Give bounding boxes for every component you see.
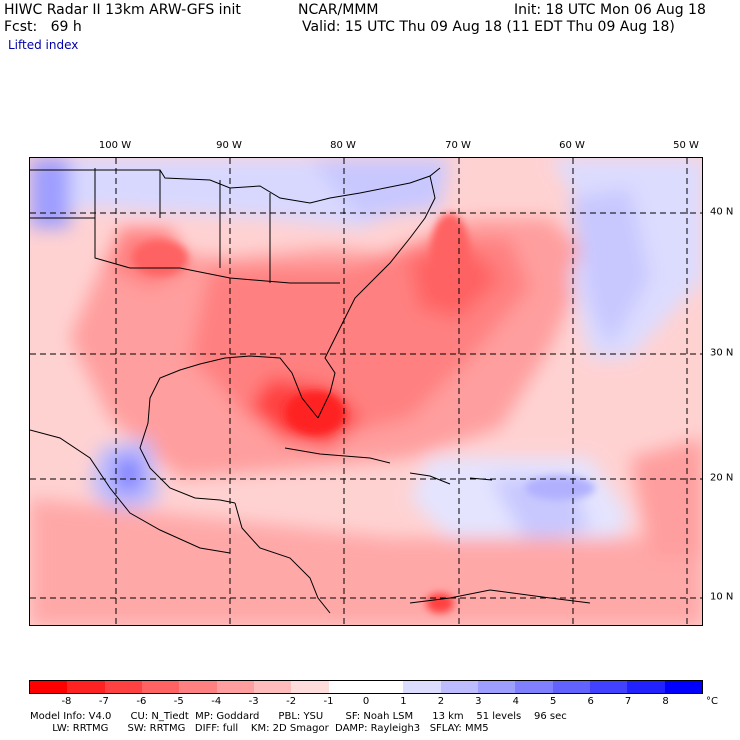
colorbar-tick-label: -6: [136, 696, 147, 707]
colorbar-tick-label: 4: [512, 696, 519, 707]
colorbar-tick-label: -3: [248, 696, 259, 707]
colorbar-segment: [328, 681, 366, 693]
colorbar-tick-label: 8: [662, 696, 669, 707]
field-detail: [132, 213, 595, 613]
lon-label-100w: 100 W: [98, 140, 132, 151]
lat-label-10n: 10 N: [710, 591, 734, 603]
lifted-index-map: [29, 157, 703, 626]
lat-label-30n: 30 N: [710, 347, 734, 359]
colorbar-tick-label: -8: [61, 696, 72, 707]
lat-label-40n: 40 N: [710, 206, 734, 218]
forecast-hour: Fcst: 69 h: [4, 19, 82, 35]
colorbar-tick-label: -4: [211, 696, 222, 707]
lon-label-70w: 70 W: [445, 140, 471, 151]
colorbar-tick-label: 1: [400, 696, 407, 707]
colorbar-tick-label: 7: [624, 696, 632, 707]
lat-lon-grid: [30, 158, 702, 625]
colorbar-segment: [552, 681, 590, 693]
colorbar-segment: [291, 681, 329, 693]
model-title: HIWC Radar II 13km ARW-GFS init: [4, 2, 241, 18]
colorbar-tick-label: -5: [173, 696, 184, 707]
init-time: Init: 18 UTC Mon 06 Aug 18: [514, 2, 706, 18]
field-name: Lifted index: [8, 38, 79, 52]
colorbar-tick-label: -1: [323, 696, 334, 707]
coastlines: [30, 167, 591, 614]
colorbar-segment: [216, 681, 254, 693]
colorbar-tick-label: 2: [437, 696, 445, 707]
colorbar-segment: [365, 681, 404, 693]
colorbar: [29, 680, 703, 694]
lat-label-20n: 20 N: [710, 472, 734, 484]
model-info-line1: Model Info: V4.0 CU: N_Tiedt MP: Goddard…: [30, 711, 567, 722]
colorbar-tick-label: 6: [587, 696, 594, 707]
lon-label-80w: 80 W: [330, 140, 356, 151]
model-info-line2: LW: RRTMG SW: RRTMG DIFF: full KM: 2D Sm…: [30, 723, 489, 734]
colorbar-segment: [477, 681, 516, 693]
lon-label-60w: 60 W: [559, 140, 585, 151]
colorbar-segment: [589, 681, 628, 693]
map-canvas: [30, 158, 702, 625]
colorbar-segment: [67, 681, 105, 693]
colorbar-tick-label: 3: [475, 696, 482, 707]
colorbar-segment: [141, 681, 180, 693]
colorbar-segment: [515, 681, 553, 693]
colorbar-segment: [403, 681, 441, 693]
valid-time: Valid: 15 UTC Thu 09 Aug 18 (11 EDT Thu …: [302, 19, 675, 35]
lon-label-90w: 90 W: [216, 140, 242, 151]
colorbar-segment: [30, 681, 68, 693]
org-label: NCAR/MMM: [298, 2, 379, 18]
colorbar-segment: [253, 681, 292, 693]
colorbar-segment: [664, 681, 702, 693]
colorbar-tick-label: 0: [362, 696, 370, 707]
colorbar-tick-label: 5: [550, 696, 557, 707]
colorbar-segment: [104, 681, 142, 693]
colorbar-segment: [179, 681, 217, 693]
colorbar-segment: [440, 681, 478, 693]
colorbar-tick-label: -7: [98, 696, 109, 707]
colorbar-tick-label: -2: [286, 696, 297, 707]
lon-label-50w: 50 W: [673, 140, 699, 151]
colorbar-unit: °C: [706, 696, 718, 707]
colorbar-segment: [627, 681, 665, 693]
